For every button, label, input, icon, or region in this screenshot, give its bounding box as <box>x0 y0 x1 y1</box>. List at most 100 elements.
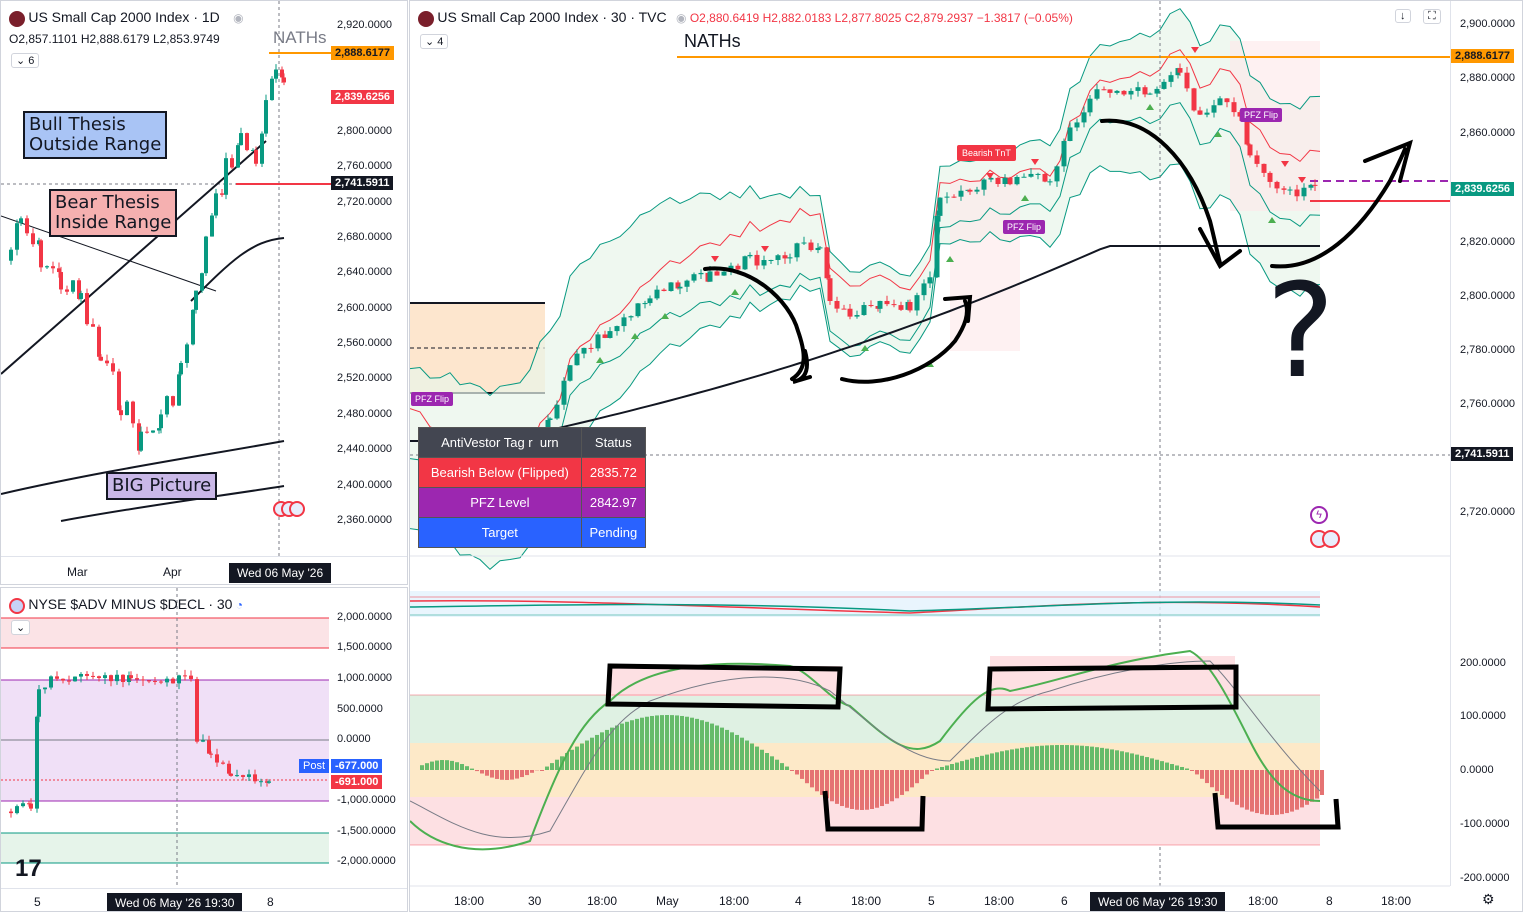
candle-body <box>1042 173 1048 182</box>
daily-indicators-toggle[interactable]: ⌄ 6 <box>11 53 40 68</box>
osc-axis-label: -200.0000 <box>1460 872 1510 884</box>
index-logo-icon <box>418 10 434 27</box>
candle-body <box>201 740 205 742</box>
candle-body <box>654 289 660 299</box>
candle-body <box>189 675 193 680</box>
flag-icons[interactable] <box>273 501 305 522</box>
candle-body <box>1281 188 1287 190</box>
candle-body <box>91 675 95 677</box>
histogram-bar <box>1290 770 1294 812</box>
candle-body <box>1094 89 1100 99</box>
candle-body <box>768 259 774 261</box>
main-time-label: 18:00 <box>454 894 485 908</box>
candle-body <box>1197 110 1203 115</box>
candle-body <box>1135 87 1141 91</box>
histogram-bar <box>610 727 614 770</box>
candle-body <box>698 272 704 275</box>
daily-price-axis[interactable]: 2,920.0000 2,800.0000 2,760.0000 2,720.0… <box>331 1 407 556</box>
bear-thesis-label: Bear Thesis Inside Range <box>49 189 178 237</box>
daily-time-axis[interactable]: Mar Apr Wed 06 May '26 <box>1 556 407 584</box>
histogram-bar <box>635 718 639 770</box>
main-indicators-toggle[interactable]: ⌄ 4 <box>420 34 449 49</box>
histogram-bar <box>590 737 594 770</box>
candle-body <box>827 278 833 301</box>
candle-body <box>1294 189 1300 197</box>
candle-body <box>151 430 155 433</box>
scroll-down-button[interactable]: ↓ <box>1395 9 1411 23</box>
histogram-bar <box>1260 770 1264 815</box>
bearish-tnt-badge: Bearish TnT <box>957 145 1016 161</box>
candle-body <box>1147 93 1153 95</box>
eye-icon[interactable]: ◉ <box>233 11 244 25</box>
histogram-bar <box>715 725 719 770</box>
candle-body <box>647 298 653 304</box>
pfz-flip-badge: PFZ Flip <box>1003 220 1046 234</box>
candle-body <box>254 150 258 164</box>
histogram-bar <box>700 720 704 770</box>
candle-body <box>79 673 83 677</box>
histogram-bar <box>870 770 874 809</box>
histogram-bar <box>480 770 484 774</box>
candle-body <box>135 678 139 680</box>
histogram-bar <box>1190 770 1194 771</box>
main-price-axis[interactable]: 2,900.0000 2,880.0000 2,860.0000 2,820.0… <box>1450 1 1522 886</box>
histogram-bar <box>730 732 734 770</box>
histogram-bar <box>790 770 794 771</box>
candle-body <box>209 753 213 755</box>
event-icons[interactable]: ϟ <box>1310 506 1340 553</box>
osc-axis-label: 100.0000 <box>1460 710 1506 722</box>
histogram-bar <box>420 765 424 770</box>
histogram-bar <box>950 764 954 770</box>
histogram-bar <box>605 729 609 770</box>
breadth-collapse-toggle[interactable]: ⌄ <box>11 620 31 635</box>
candle-body <box>121 674 125 683</box>
breadth-price-axis[interactable]: 2,000.0000 1,500.0000 1,000.0000 500.000… <box>331 588 407 888</box>
histogram-bar <box>1145 757 1149 770</box>
histogram-bar <box>1075 745 1079 770</box>
main-time-label: 18:00 <box>719 894 750 908</box>
main-axis-label: 2,900.0000 <box>1460 18 1516 30</box>
daily-chart-pane[interactable]: US Small Cap 2000 Index · 1D ◉ O2,857.11… <box>0 0 408 585</box>
breadth-axis-label: -1,000.0000 <box>337 794 396 806</box>
histogram-bar <box>555 759 559 770</box>
breadth-time-axis[interactable]: 5 8 Wed 06 May '26 19:30 <box>1 888 407 911</box>
breadth-chart-pane[interactable]: 17 NYSE $ADV MINUS $DECL · 30 ◔ ⌄ 2,000.… <box>0 587 408 912</box>
candle-body <box>1191 88 1197 111</box>
daily-axis-label: 2,360.0000 <box>337 514 393 526</box>
candle-body <box>119 410 123 416</box>
sell-signal-marker <box>1298 177 1306 183</box>
bull-thesis-line1: Bull Thesis <box>29 114 126 135</box>
histogram-bar <box>880 770 884 807</box>
candle-body <box>61 678 65 681</box>
candle-body <box>642 303 648 305</box>
histogram-bar <box>935 768 939 770</box>
pfz-flip-badge: PFZ Flip <box>411 392 454 406</box>
breadth-axis-label: 0.0000 <box>337 733 371 745</box>
eye-icon[interactable]: ◉ <box>675 11 687 25</box>
table-header-status: Status <box>580 427 647 458</box>
histogram-bar <box>1265 770 1269 815</box>
osc-axis-label: -100.0000 <box>1460 818 1510 830</box>
candle-body <box>937 197 943 216</box>
histogram-bar <box>860 770 864 810</box>
candle-body <box>97 326 101 357</box>
histogram-bar <box>760 749 764 770</box>
candle-body <box>1047 181 1053 183</box>
histogram-bar <box>725 729 729 770</box>
candle-body <box>35 716 39 809</box>
candle-body <box>85 293 89 325</box>
settings-icon[interactable]: ⚙ <box>1482 891 1495 907</box>
candle-body <box>1087 98 1093 113</box>
candle-body <box>761 260 767 266</box>
candle-body <box>230 158 234 168</box>
chevron-down-icon: ⌄ <box>425 36 435 48</box>
candle-body <box>607 331 613 338</box>
candle-body <box>239 133 243 146</box>
histogram-bar <box>450 760 454 770</box>
main-chart-pane[interactable]: US Small Cap 2000 Index · 30 · TVC ◉ O2,… <box>409 0 1523 912</box>
main-time-label: May <box>656 894 679 908</box>
main-time-axis[interactable]: 18:00 30 18:00 May 18:00 4 18:00 5 18:00… <box>410 887 1450 911</box>
us-flag-icon <box>9 597 25 614</box>
histogram-bar <box>1245 770 1249 810</box>
maximize-button[interactable]: ⛶ <box>1423 9 1441 24</box>
